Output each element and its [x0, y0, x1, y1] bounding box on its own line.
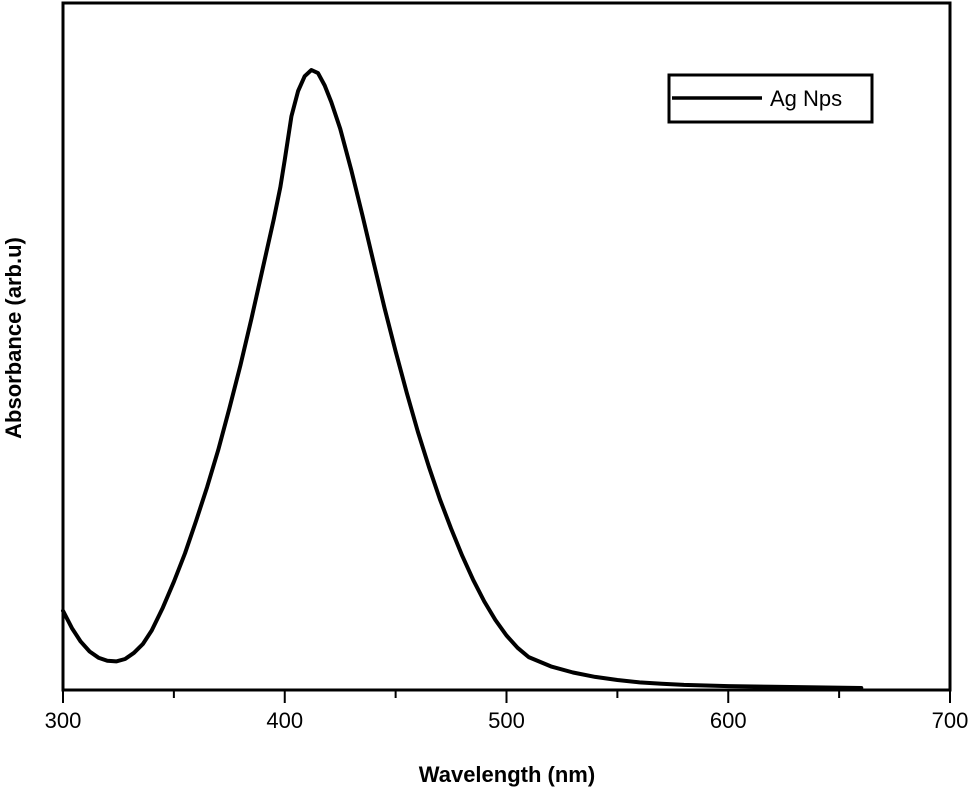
y-axis-title: Absorbance (arb.u) — [1, 237, 26, 439]
legend-label: Ag Nps — [770, 86, 842, 111]
x-tick-label: 300 — [45, 708, 82, 733]
series-line-0 — [61, 68, 864, 690]
x-axis-title: Wavelength (nm) — [419, 762, 595, 787]
x-tick-label: 700 — [932, 708, 969, 733]
legend: Ag Nps — [667, 73, 874, 124]
ticks-layer: 300 400 500 600 700 — [45, 690, 969, 733]
x-tick-label: 600 — [710, 708, 747, 733]
x-tick-label: 400 — [266, 708, 303, 733]
x-tick-label: 500 — [488, 708, 525, 733]
